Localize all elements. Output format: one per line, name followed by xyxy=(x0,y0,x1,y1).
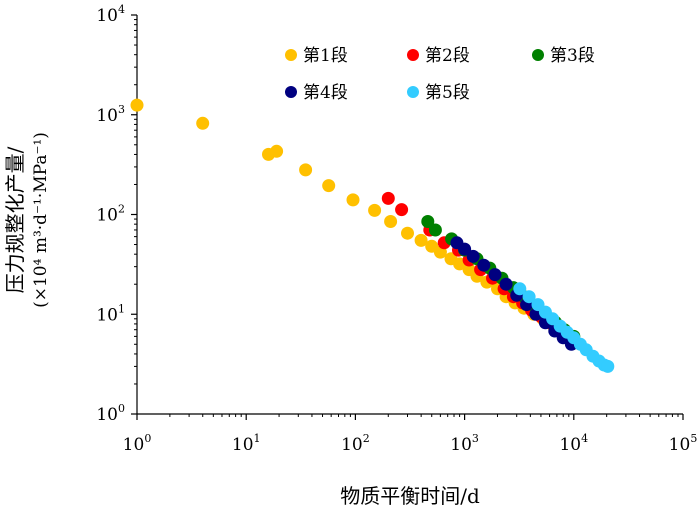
data-point-series-1 xyxy=(322,179,336,193)
data-point-series-1 xyxy=(401,226,414,240)
data-point-series-1 xyxy=(346,193,360,207)
x-tick-label: 104 xyxy=(559,432,588,455)
y-tick-label: 103 xyxy=(96,103,125,126)
data-point-series-5 xyxy=(522,290,536,304)
data-point-series-1 xyxy=(384,215,398,228)
legend-marker xyxy=(532,49,544,61)
legend-marker xyxy=(407,86,419,98)
y-axis-title-line1: 压力规整化产量/ xyxy=(3,146,27,293)
data-point-series-1 xyxy=(414,233,428,247)
x-axis-ticks: 100 101 102 103 104 105 xyxy=(123,414,698,455)
legend-marker xyxy=(407,49,419,61)
y-axis-title-line2: (×10⁴ m³·d⁻¹·MPa⁻¹) xyxy=(31,132,51,308)
data-point-series-2 xyxy=(395,203,409,217)
data-point-series-4 xyxy=(488,268,502,282)
data-point-series-3 xyxy=(428,223,442,237)
legend-label: 第1段 xyxy=(303,46,348,66)
x-tick-label: 100 xyxy=(123,432,152,455)
legend-label: 第5段 xyxy=(425,83,470,103)
data-point-series-3 xyxy=(421,215,435,228)
data-point-series-4 xyxy=(466,249,480,263)
x-tick-label: 102 xyxy=(341,432,370,455)
data-point-series-1 xyxy=(368,203,382,217)
data-point-series-2 xyxy=(381,191,395,205)
legend-label: 第4段 xyxy=(303,83,348,103)
plot-area xyxy=(136,15,683,415)
x-tick-label: 105 xyxy=(669,432,698,455)
legend-marker xyxy=(285,49,297,61)
data-point-series-4 xyxy=(477,258,491,272)
data-points xyxy=(130,98,615,373)
data-point-series-4 xyxy=(458,242,472,256)
y-tick-label: 104 xyxy=(96,3,125,26)
legend-label: 第3段 xyxy=(550,46,595,66)
data-point-series-1 xyxy=(299,163,313,177)
x-tick-label: 103 xyxy=(450,432,479,455)
data-point-series-5 xyxy=(513,282,527,296)
y-tick-label: 101 xyxy=(96,302,125,325)
y-axis-ticks: 100 101 102 103 104 xyxy=(96,3,137,425)
x-tick-label: 101 xyxy=(232,432,261,455)
data-point-series-1 xyxy=(130,98,144,112)
y-axis-title: 压力规整化产量/ (×10⁴ m³·d⁻¹·MPa⁻¹) xyxy=(3,132,51,308)
data-point-series-4 xyxy=(499,277,513,291)
legend-marker xyxy=(285,86,297,98)
x-axis-title: 物质平衡时间/d xyxy=(340,484,480,508)
y-tick-label: 102 xyxy=(96,203,125,226)
data-point-series-5 xyxy=(601,359,615,373)
y-tick-label: 100 xyxy=(96,402,125,425)
data-point-series-1 xyxy=(196,116,210,130)
legend-label: 第2段 xyxy=(425,46,470,66)
data-point-series-1 xyxy=(270,144,284,158)
